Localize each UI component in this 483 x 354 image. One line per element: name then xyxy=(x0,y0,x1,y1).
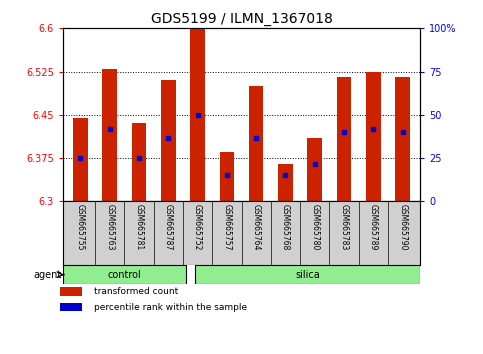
Text: GSM665781: GSM665781 xyxy=(134,204,143,251)
Text: agent: agent xyxy=(33,270,61,280)
Text: transformed count: transformed count xyxy=(94,287,178,296)
Bar xyxy=(249,86,263,201)
Bar xyxy=(395,77,410,201)
Text: GSM665764: GSM665764 xyxy=(252,204,261,251)
Title: GDS5199 / ILMN_1367018: GDS5199 / ILMN_1367018 xyxy=(151,12,332,26)
Text: GSM665790: GSM665790 xyxy=(398,204,407,251)
Bar xyxy=(337,77,351,201)
Bar xyxy=(195,265,420,284)
Bar xyxy=(161,80,176,201)
Bar xyxy=(60,303,83,311)
Text: percentile rank within the sample: percentile rank within the sample xyxy=(94,303,247,312)
Text: silica: silica xyxy=(295,270,320,280)
Bar xyxy=(190,28,205,201)
Bar xyxy=(132,124,146,201)
Bar xyxy=(366,72,381,201)
Bar xyxy=(63,265,186,284)
Text: GSM665768: GSM665768 xyxy=(281,204,290,251)
Text: GSM665763: GSM665763 xyxy=(105,204,114,251)
Bar xyxy=(102,69,117,201)
Bar xyxy=(278,164,293,201)
Text: GSM665755: GSM665755 xyxy=(76,204,85,251)
Bar xyxy=(220,152,234,201)
Bar xyxy=(307,138,322,201)
Text: control: control xyxy=(107,270,141,280)
Bar xyxy=(60,287,83,296)
Bar xyxy=(73,118,88,201)
Text: GSM665757: GSM665757 xyxy=(222,204,231,251)
Text: GSM665787: GSM665787 xyxy=(164,204,173,251)
Text: GSM665783: GSM665783 xyxy=(340,204,349,251)
Text: GSM665789: GSM665789 xyxy=(369,204,378,251)
Text: GSM665752: GSM665752 xyxy=(193,204,202,251)
Text: GSM665780: GSM665780 xyxy=(310,204,319,251)
